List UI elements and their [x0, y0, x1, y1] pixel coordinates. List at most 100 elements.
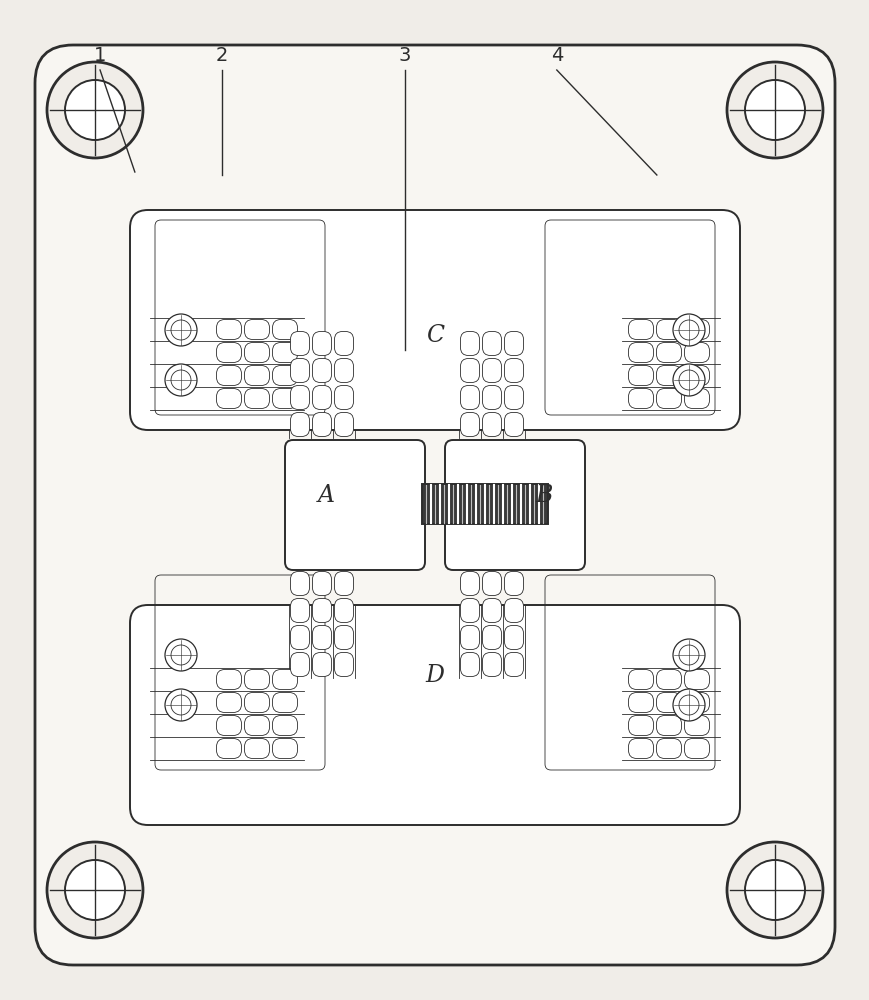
Circle shape	[678, 645, 698, 665]
FancyBboxPatch shape	[334, 412, 353, 436]
FancyBboxPatch shape	[312, 332, 331, 356]
Text: 4: 4	[550, 46, 562, 65]
Circle shape	[726, 62, 822, 158]
Text: D: D	[425, 664, 444, 686]
FancyBboxPatch shape	[627, 738, 653, 758]
Text: A: A	[317, 484, 335, 506]
FancyBboxPatch shape	[460, 332, 479, 356]
FancyBboxPatch shape	[460, 626, 479, 650]
FancyBboxPatch shape	[504, 332, 523, 356]
FancyBboxPatch shape	[656, 342, 680, 362]
FancyBboxPatch shape	[460, 652, 479, 676]
FancyBboxPatch shape	[216, 670, 242, 690]
Circle shape	[171, 695, 191, 715]
Circle shape	[165, 364, 196, 396]
FancyBboxPatch shape	[334, 385, 353, 410]
Text: C: C	[426, 324, 443, 347]
FancyBboxPatch shape	[244, 342, 269, 362]
Circle shape	[171, 320, 191, 340]
FancyBboxPatch shape	[460, 598, 479, 622]
FancyBboxPatch shape	[656, 320, 680, 340]
FancyBboxPatch shape	[244, 670, 269, 690]
Circle shape	[678, 695, 698, 715]
FancyBboxPatch shape	[272, 738, 297, 758]
FancyBboxPatch shape	[627, 715, 653, 735]
FancyBboxPatch shape	[656, 715, 680, 735]
FancyBboxPatch shape	[482, 598, 501, 622]
FancyBboxPatch shape	[272, 692, 297, 712]
Circle shape	[678, 370, 698, 390]
FancyBboxPatch shape	[656, 738, 680, 758]
FancyBboxPatch shape	[504, 626, 523, 650]
FancyBboxPatch shape	[504, 359, 523, 382]
FancyBboxPatch shape	[684, 342, 709, 362]
FancyBboxPatch shape	[244, 365, 269, 385]
FancyBboxPatch shape	[627, 670, 653, 690]
FancyBboxPatch shape	[656, 692, 680, 712]
FancyBboxPatch shape	[482, 385, 501, 410]
FancyBboxPatch shape	[285, 440, 425, 570]
Circle shape	[165, 689, 196, 721]
FancyBboxPatch shape	[312, 572, 331, 595]
FancyBboxPatch shape	[684, 365, 709, 385]
FancyBboxPatch shape	[627, 365, 653, 385]
Bar	[421, 484, 547, 524]
FancyBboxPatch shape	[334, 626, 353, 650]
FancyBboxPatch shape	[272, 670, 297, 690]
FancyBboxPatch shape	[272, 342, 297, 362]
FancyBboxPatch shape	[460, 572, 479, 595]
FancyBboxPatch shape	[216, 342, 242, 362]
FancyBboxPatch shape	[482, 572, 501, 595]
Circle shape	[171, 370, 191, 390]
FancyBboxPatch shape	[312, 652, 331, 676]
FancyBboxPatch shape	[244, 715, 269, 735]
FancyBboxPatch shape	[35, 45, 834, 965]
FancyBboxPatch shape	[290, 626, 309, 650]
Circle shape	[678, 320, 698, 340]
Circle shape	[65, 80, 125, 140]
FancyBboxPatch shape	[684, 320, 709, 340]
FancyBboxPatch shape	[290, 385, 309, 410]
FancyBboxPatch shape	[334, 652, 353, 676]
FancyBboxPatch shape	[627, 342, 653, 362]
Circle shape	[673, 639, 704, 671]
FancyBboxPatch shape	[244, 320, 269, 340]
Circle shape	[165, 314, 196, 346]
FancyBboxPatch shape	[334, 572, 353, 595]
FancyBboxPatch shape	[656, 365, 680, 385]
Text: 1: 1	[94, 46, 106, 65]
FancyBboxPatch shape	[272, 320, 297, 340]
FancyBboxPatch shape	[312, 626, 331, 650]
FancyBboxPatch shape	[244, 738, 269, 758]
FancyBboxPatch shape	[290, 572, 309, 595]
Circle shape	[673, 689, 704, 721]
FancyBboxPatch shape	[684, 715, 709, 735]
FancyBboxPatch shape	[216, 320, 242, 340]
FancyBboxPatch shape	[504, 598, 523, 622]
FancyBboxPatch shape	[290, 598, 309, 622]
FancyBboxPatch shape	[482, 332, 501, 356]
FancyBboxPatch shape	[129, 210, 740, 430]
Circle shape	[47, 842, 143, 938]
Circle shape	[744, 860, 804, 920]
FancyBboxPatch shape	[290, 412, 309, 436]
FancyBboxPatch shape	[216, 365, 242, 385]
FancyBboxPatch shape	[684, 388, 709, 408]
FancyBboxPatch shape	[244, 692, 269, 712]
FancyBboxPatch shape	[290, 652, 309, 676]
FancyBboxPatch shape	[334, 359, 353, 382]
FancyBboxPatch shape	[129, 605, 740, 825]
FancyBboxPatch shape	[482, 626, 501, 650]
FancyBboxPatch shape	[504, 385, 523, 410]
FancyBboxPatch shape	[334, 598, 353, 622]
FancyBboxPatch shape	[272, 365, 297, 385]
FancyBboxPatch shape	[460, 385, 479, 410]
FancyBboxPatch shape	[312, 412, 331, 436]
FancyBboxPatch shape	[504, 572, 523, 595]
Circle shape	[165, 639, 196, 671]
FancyBboxPatch shape	[482, 652, 501, 676]
Circle shape	[744, 80, 804, 140]
FancyBboxPatch shape	[482, 359, 501, 382]
Circle shape	[673, 364, 704, 396]
FancyBboxPatch shape	[216, 388, 242, 408]
